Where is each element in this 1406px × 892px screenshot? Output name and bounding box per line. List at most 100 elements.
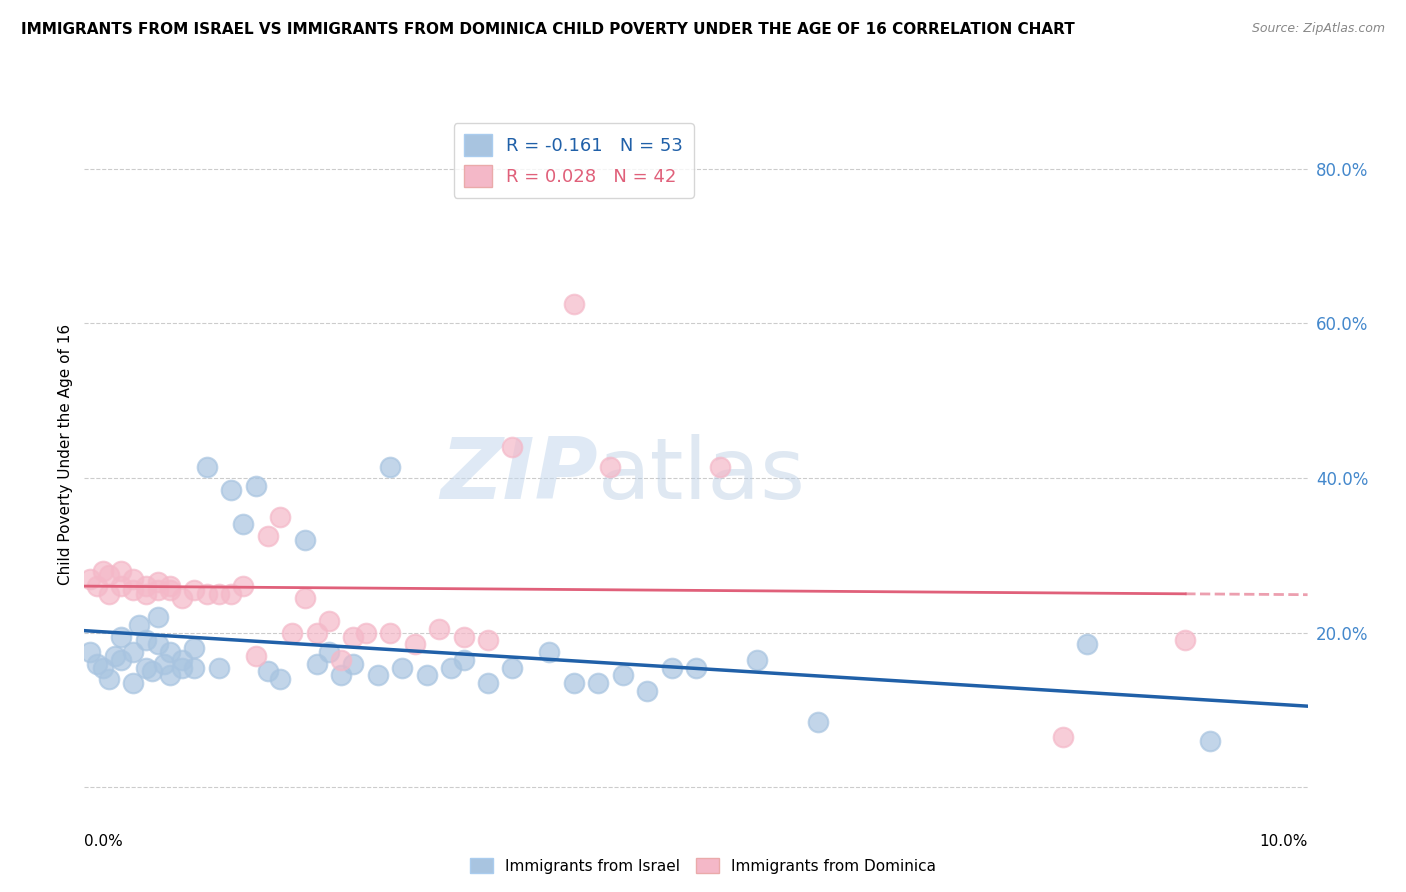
- Point: [146, 610, 169, 624]
- Point: [269, 509, 291, 524]
- Point: [146, 575, 169, 590]
- Point: [110, 564, 132, 578]
- Point: [453, 630, 475, 644]
- Point: [562, 676, 585, 690]
- Point: [1052, 730, 1074, 744]
- Text: atlas: atlas: [598, 434, 806, 517]
- Point: [257, 665, 280, 679]
- Point: [172, 653, 194, 667]
- Point: [208, 660, 231, 674]
- Point: [562, 297, 585, 311]
- Point: [661, 660, 683, 674]
- Point: [599, 459, 621, 474]
- Point: [86, 657, 108, 671]
- Point: [219, 587, 242, 601]
- Point: [146, 583, 169, 598]
- Point: [245, 648, 267, 663]
- Point: [305, 657, 328, 671]
- Point: [91, 660, 114, 674]
- Point: [502, 660, 524, 674]
- Point: [612, 668, 634, 682]
- Point: [219, 483, 242, 497]
- Point: [1076, 637, 1098, 651]
- Point: [257, 529, 280, 543]
- Text: 10.0%: 10.0%: [1260, 834, 1308, 849]
- Text: 0.0%: 0.0%: [84, 834, 124, 849]
- Point: [342, 657, 364, 671]
- Point: [380, 625, 402, 640]
- Point: [318, 614, 340, 628]
- Point: [159, 583, 181, 598]
- Point: [245, 479, 267, 493]
- Text: IMMIGRANTS FROM ISRAEL VS IMMIGRANTS FROM DOMINICA CHILD POVERTY UNDER THE AGE O: IMMIGRANTS FROM ISRAEL VS IMMIGRANTS FRO…: [21, 22, 1074, 37]
- Point: [135, 660, 157, 674]
- Point: [232, 579, 254, 593]
- Point: [159, 645, 181, 659]
- Point: [427, 622, 450, 636]
- Point: [146, 637, 169, 651]
- Point: [538, 645, 561, 659]
- Text: Source: ZipAtlas.com: Source: ZipAtlas.com: [1251, 22, 1385, 36]
- Point: [294, 533, 316, 547]
- Point: [110, 579, 132, 593]
- Point: [110, 630, 132, 644]
- Point: [79, 572, 101, 586]
- Point: [502, 440, 524, 454]
- Point: [195, 459, 218, 474]
- Point: [122, 645, 145, 659]
- Point: [86, 579, 108, 593]
- Point: [172, 660, 194, 674]
- Point: [330, 653, 353, 667]
- Point: [453, 653, 475, 667]
- Point: [477, 676, 499, 690]
- Point: [97, 567, 120, 582]
- Point: [183, 641, 205, 656]
- Point: [122, 572, 145, 586]
- Legend: R = -0.161   N = 53, R = 0.028   N = 42: R = -0.161 N = 53, R = 0.028 N = 42: [454, 123, 693, 198]
- Point: [104, 648, 127, 663]
- Point: [305, 625, 328, 640]
- Point: [281, 625, 304, 640]
- Point: [1174, 633, 1197, 648]
- Point: [110, 653, 132, 667]
- Point: [269, 672, 291, 686]
- Y-axis label: Child Poverty Under the Age of 16: Child Poverty Under the Age of 16: [58, 325, 73, 585]
- Point: [709, 459, 731, 474]
- Point: [135, 587, 157, 601]
- Point: [172, 591, 194, 605]
- Point: [122, 676, 145, 690]
- Point: [586, 676, 609, 690]
- Point: [195, 587, 218, 601]
- Point: [79, 645, 101, 659]
- Legend: Immigrants from Israel, Immigrants from Dominica: Immigrants from Israel, Immigrants from …: [464, 852, 942, 880]
- Point: [404, 637, 426, 651]
- Point: [208, 587, 231, 601]
- Point: [367, 668, 389, 682]
- Point: [141, 665, 163, 679]
- Point: [747, 653, 769, 667]
- Point: [159, 579, 181, 593]
- Point: [391, 660, 413, 674]
- Point: [232, 517, 254, 532]
- Point: [318, 645, 340, 659]
- Point: [128, 618, 150, 632]
- Point: [135, 579, 157, 593]
- Point: [183, 660, 205, 674]
- Point: [159, 668, 181, 682]
- Point: [183, 583, 205, 598]
- Point: [153, 657, 176, 671]
- Point: [91, 564, 114, 578]
- Point: [416, 668, 439, 682]
- Point: [97, 672, 120, 686]
- Point: [636, 683, 658, 698]
- Point: [135, 633, 157, 648]
- Point: [342, 630, 364, 644]
- Point: [1198, 734, 1220, 748]
- Point: [354, 625, 377, 640]
- Point: [440, 660, 463, 674]
- Point: [477, 633, 499, 648]
- Point: [294, 591, 316, 605]
- Point: [122, 583, 145, 598]
- Point: [97, 587, 120, 601]
- Point: [685, 660, 707, 674]
